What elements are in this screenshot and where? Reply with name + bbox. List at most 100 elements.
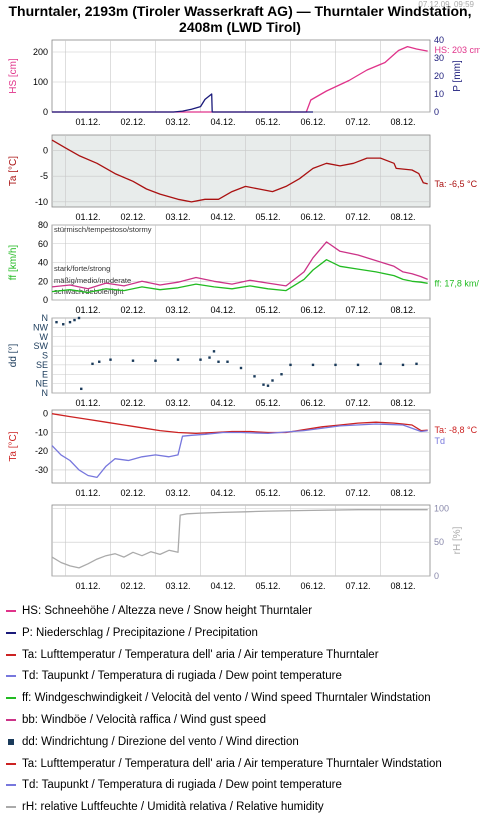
x-tick-label: 07.12.	[345, 581, 370, 591]
x-tick-label: 05.12.	[255, 488, 280, 498]
y-tick-label: 100	[33, 77, 48, 87]
x-tick-label: 03.12.	[165, 212, 190, 222]
x-tick-label: 04.12.	[210, 488, 235, 498]
y2-tick-label: 40	[434, 35, 444, 45]
x-tick-label: 06.12.	[300, 117, 325, 127]
y-axis-label: dd [°]	[8, 344, 19, 368]
y-tick-label: 40	[38, 258, 48, 268]
wind-band-label: stark/forte/strong	[54, 264, 110, 273]
data-point	[289, 364, 291, 366]
data-point	[267, 385, 269, 387]
y2-axis-label: P [mm]	[452, 60, 463, 92]
legend-item: dd: Windrichtung / Direzione del vento /…	[6, 733, 299, 751]
x-tick-label: 05.12.	[255, 581, 280, 591]
plot-area	[52, 410, 430, 483]
series-end-label: Ta: -6,5 °C	[435, 179, 478, 189]
x-tick-label: 04.12.	[210, 581, 235, 591]
data-point	[402, 364, 404, 366]
y-tick-label: 50	[434, 537, 444, 547]
y-axis-label: Ta [°C]	[8, 431, 19, 461]
x-tick-label: 08.12.	[390, 581, 415, 591]
legend-label: rH: relative Luftfeuchte / Umidità relat…	[22, 801, 324, 813]
x-tick-label: 03.12.	[165, 398, 190, 408]
legend-label: dd: Windrichtung / Direzione del vento /…	[22, 736, 299, 748]
x-tick-label: 02.12.	[120, 212, 145, 222]
data-point	[334, 364, 336, 366]
x-tick-label: 06.12.	[300, 398, 325, 408]
y-tick-label: 0	[43, 295, 48, 305]
data-point	[55, 321, 57, 323]
legend-label: bb: Windböe / Velocità raffica / Wind gu…	[22, 714, 266, 726]
wind-band-label: stürmisch/tempestoso/stormy	[54, 225, 152, 234]
x-tick-label: 07.12.	[345, 305, 370, 315]
y-axis-label: HS [cm]	[8, 58, 19, 94]
y-axis-label: Ta [°C]	[8, 156, 19, 186]
wind-band-label: mäßig/medio/moderate	[54, 276, 131, 285]
data-point	[217, 361, 219, 363]
x-tick-label: 08.12.	[390, 398, 415, 408]
data-point	[91, 363, 93, 365]
x-tick-label: 08.12.	[390, 305, 415, 315]
data-point	[240, 367, 242, 369]
legend-item: Td: Taupunkt / Temperatura di rugiada / …	[6, 776, 342, 794]
x-tick-label: 01.12.	[75, 117, 100, 127]
x-tick-label: 03.12.	[165, 305, 190, 315]
data-point	[73, 319, 75, 321]
data-point	[271, 379, 273, 381]
x-tick-label: 03.12.	[165, 581, 190, 591]
y-tick-label: -10	[35, 427, 48, 437]
data-point	[415, 363, 417, 365]
data-point	[213, 350, 215, 352]
y-tick-label: 0	[434, 571, 439, 581]
y-tick-label: -30	[35, 465, 48, 475]
x-tick-label: 06.12.	[300, 581, 325, 591]
x-tick-label: 08.12.	[390, 488, 415, 498]
data-point	[280, 373, 282, 375]
panel-6: 01.12.02.12.03.12.04.12.05.12.06.12.07.1…	[52, 503, 463, 591]
x-tick-label: 05.12.	[255, 305, 280, 315]
data-point	[62, 323, 64, 325]
panel-2: 01.12.02.12.03.12.04.12.05.12.06.12.07.1…	[8, 135, 478, 222]
x-tick-label: 02.12.	[120, 581, 145, 591]
x-tick-label: 07.12.	[345, 398, 370, 408]
panel-1: 01.12.02.12.03.12.04.12.05.12.06.12.07.1…	[8, 35, 480, 127]
legend-item: P: Niederschlag / Precipitazione / Preci…	[6, 624, 258, 642]
y-tick-label: 80	[38, 220, 48, 230]
series-end-label: ff: 17,8 km/	[435, 278, 480, 288]
data-point	[208, 356, 210, 358]
legend-label: Td: Taupunkt / Temperatura di rugiada / …	[22, 779, 342, 791]
data-point	[80, 388, 82, 390]
y-tick-label: -10	[35, 197, 48, 207]
x-tick-label: 01.12.	[75, 488, 100, 498]
y2-tick-label: 20	[434, 71, 444, 81]
data-point	[357, 364, 359, 366]
series-end-label: Td	[435, 436, 446, 446]
x-tick-label: 07.12.	[345, 212, 370, 222]
panel-3: 01.12.02.12.03.12.04.12.05.12.06.12.07.1…	[8, 220, 479, 315]
data-point	[78, 317, 80, 319]
x-tick-label: 01.12.	[75, 305, 100, 315]
legend-marker-line	[6, 675, 16, 677]
series-end-label: HS: 203 cm	[435, 45, 480, 55]
legend-marker-square	[8, 739, 14, 745]
legend-label: ff: Windgeschwindigkeit / Velocità del v…	[22, 692, 431, 704]
x-tick-label: 04.12.	[210, 212, 235, 222]
legend-item: bb: Windböe / Velocità raffica / Wind gu…	[6, 711, 266, 729]
legend-marker-line	[6, 610, 16, 612]
data-point	[109, 358, 111, 360]
data-point	[177, 358, 179, 360]
legend-label: P: Niederschlag / Precipitazione / Preci…	[22, 627, 258, 639]
legend-label: HS: Schneehöhe / Altezza neve / Snow hei…	[22, 605, 312, 617]
legend-item: ff: Windgeschwindigkeit / Velocità del v…	[6, 689, 431, 707]
x-tick-label: 07.12.	[345, 117, 370, 127]
y-tick-label: 0	[43, 145, 48, 155]
y-tick-label: 0	[43, 107, 48, 117]
data-point	[262, 383, 264, 385]
x-tick-label: 06.12.	[300, 212, 325, 222]
legend-marker-line	[6, 632, 16, 634]
data-point	[154, 360, 156, 362]
y-tick-label: 100	[434, 503, 449, 513]
x-tick-label: 02.12.	[120, 117, 145, 127]
y-tick-label: N	[42, 388, 49, 398]
panel-4: 01.12.02.12.03.12.04.12.05.12.06.12.07.1…	[8, 313, 430, 408]
